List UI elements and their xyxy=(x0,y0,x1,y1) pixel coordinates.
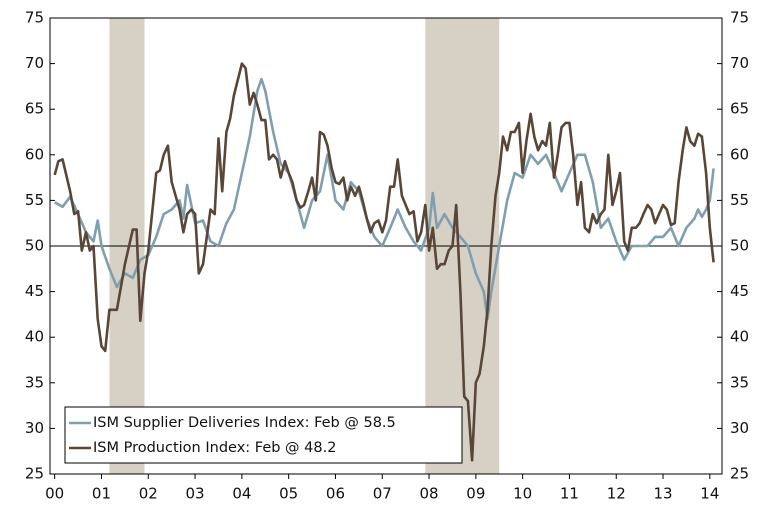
y2-tick-label: 50 xyxy=(730,237,749,255)
x-tick-label: 01 xyxy=(92,485,111,503)
x-tick-label: 04 xyxy=(232,485,251,503)
y-tick-label: 55 xyxy=(25,191,44,209)
y2-tick-label: 25 xyxy=(730,465,749,483)
y2-tick-label: 60 xyxy=(730,145,749,163)
legend-box xyxy=(64,406,463,464)
x-tick-label: 06 xyxy=(326,485,345,503)
x-tick-label: 09 xyxy=(466,485,485,503)
y2-tick-label: 70 xyxy=(730,54,749,72)
x-tick-label: 02 xyxy=(139,485,158,503)
y-tick-label: 75 xyxy=(25,9,44,27)
y-tick-label: 25 xyxy=(25,465,44,483)
legend-label: ISM Production Index: Feb @ 48.2 xyxy=(93,440,336,456)
x-tick-label: 10 xyxy=(513,485,532,503)
x-tick-label: 14 xyxy=(700,485,719,503)
x-tick-label: 12 xyxy=(607,485,626,503)
y2-tick-label: 35 xyxy=(730,373,749,391)
x-tick-label: 03 xyxy=(186,485,205,503)
y-tick-label: 60 xyxy=(25,145,44,163)
y-tick-label: 65 xyxy=(25,100,44,118)
x-tick-label: 05 xyxy=(279,485,298,503)
y-tick-label: 50 xyxy=(25,237,44,255)
y-tick-label: 40 xyxy=(25,328,44,346)
y2-tick-label: 55 xyxy=(730,191,749,209)
y-tick-label: 45 xyxy=(25,282,44,300)
y-tick-label: 35 xyxy=(25,373,44,391)
y2-tick-label: 30 xyxy=(730,419,749,437)
x-tick-label: 11 xyxy=(560,485,579,503)
x-tick-label: 13 xyxy=(653,485,672,503)
y2-tick-label: 65 xyxy=(730,100,749,118)
x-tick-label: 08 xyxy=(420,485,439,503)
y2-tick-label: 40 xyxy=(730,328,749,346)
y2-tick-label: 45 xyxy=(730,282,749,300)
legend-label: ISM Supplier Deliveries Index: Feb @ 58.… xyxy=(93,415,396,431)
series-line xyxy=(54,77,715,321)
x-tick-label: 07 xyxy=(373,485,392,503)
y-tick-label: 30 xyxy=(25,419,44,437)
y-tick-label: 70 xyxy=(25,54,44,72)
y2-tick-label: 75 xyxy=(730,9,749,27)
series-line xyxy=(53,62,715,462)
x-tick-label: 00 xyxy=(45,485,64,503)
